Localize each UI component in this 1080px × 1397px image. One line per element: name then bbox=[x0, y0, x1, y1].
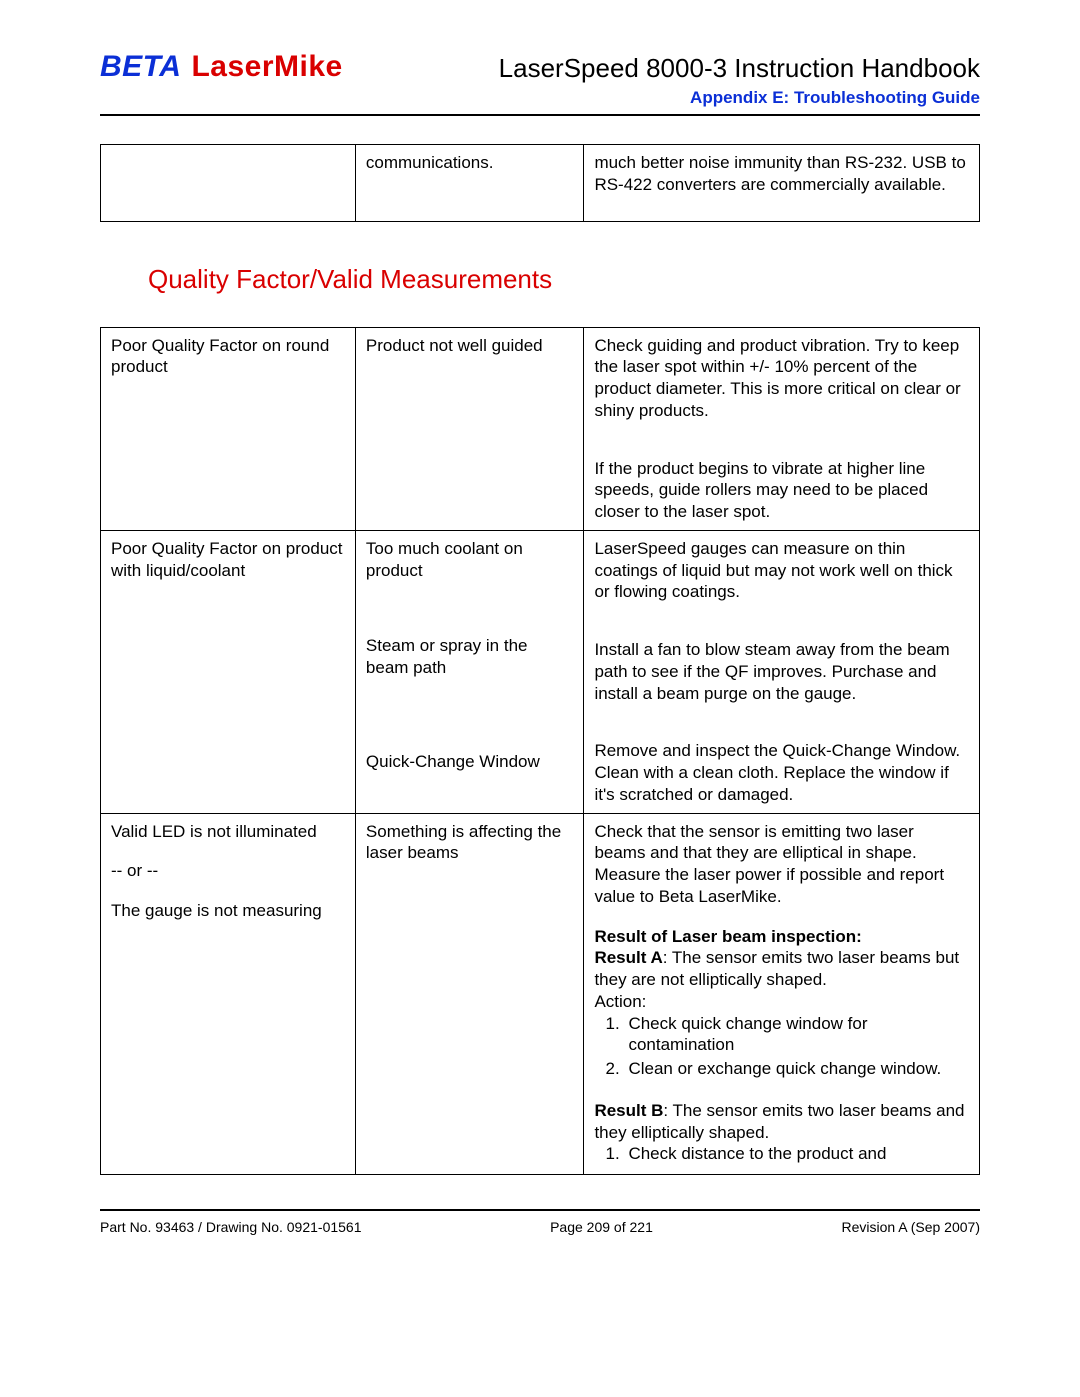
cell-text: Valid LED is not illuminated bbox=[111, 822, 317, 841]
page: BETA LaserMike LaserSpeed 8000-3 Instruc… bbox=[0, 0, 1080, 1397]
table-row: communications. much better noise immuni… bbox=[101, 145, 980, 222]
cell-text: Remove and inspect the Quick-Change Wind… bbox=[594, 741, 960, 804]
result-header: Result of Laser beam inspection: bbox=[594, 926, 969, 948]
cell-symptom: Poor Quality Factor on product with liqu… bbox=[101, 530, 356, 813]
top-partial-table: communications. much better noise immuni… bbox=[100, 144, 980, 222]
cell-text: The gauge is not measuring bbox=[111, 901, 322, 920]
cell-cause: Too much coolant on product Steam or spr… bbox=[355, 530, 584, 813]
result-a-list: Check quick change window for contaminat… bbox=[594, 1013, 969, 1080]
list-item: Check quick change window for contaminat… bbox=[624, 1013, 969, 1057]
cell-symptom bbox=[101, 145, 356, 222]
result-b: Result B: The sensor emits two laser bea… bbox=[594, 1100, 969, 1144]
cell-text: Quick-Change Window bbox=[366, 752, 540, 771]
cell-text: -- or -- bbox=[111, 861, 158, 880]
footer-page-no: Page 209 of 221 bbox=[550, 1219, 653, 1235]
cell-cause: Something is affecting the laser beams bbox=[355, 813, 584, 1175]
cell-text: Steam or spray in the beam path bbox=[366, 636, 528, 677]
header-rule bbox=[100, 114, 980, 116]
cell-action: LaserSpeed gauges can measure on thin co… bbox=[584, 530, 980, 813]
quality-factor-table: Poor Quality Factor on round product Pro… bbox=[100, 327, 980, 1176]
logo-beta-text: BETA bbox=[100, 50, 181, 84]
appendix-subtitle: Appendix E: Troubleshooting Guide bbox=[100, 88, 980, 108]
cell-action: much better noise immunity than RS-232. … bbox=[584, 145, 980, 222]
result-b-label: Result B bbox=[594, 1101, 663, 1120]
cell-cause: Product not well guided bbox=[355, 327, 584, 530]
footer-rule bbox=[100, 1209, 980, 1211]
footer-part-no: Part No. 93463 / Drawing No. 0921-01561 bbox=[100, 1219, 362, 1235]
section-heading: Quality Factor/Valid Measurements bbox=[148, 264, 980, 295]
cell-text: LaserSpeed gauges can measure on thin co… bbox=[594, 539, 952, 602]
action-label: Action: bbox=[594, 991, 969, 1013]
document-title: LaserSpeed 8000-3 Instruction Handbook bbox=[499, 53, 980, 84]
result-a-label: Result A bbox=[594, 948, 662, 967]
cell-text: Install a fan to blow steam away from th… bbox=[594, 640, 949, 703]
logo-lasermike-text: LaserMike bbox=[191, 50, 342, 84]
table-row: Poor Quality Factor on product with liqu… bbox=[101, 530, 980, 813]
list-item: Clean or exchange quick change window. bbox=[624, 1058, 969, 1080]
brand-logo: BETA LaserMike bbox=[100, 50, 343, 84]
cell-action: Check guiding and product vibration. Try… bbox=[584, 327, 980, 530]
footer-revision: Revision A (Sep 2007) bbox=[841, 1219, 980, 1235]
cell-text: Too much coolant on product bbox=[366, 539, 523, 580]
cell-text: If the product begins to vibrate at high… bbox=[594, 459, 928, 522]
page-header: BETA LaserMike LaserSpeed 8000-3 Instruc… bbox=[100, 50, 980, 84]
cell-symptom: Poor Quality Factor on round product bbox=[101, 327, 356, 530]
page-footer: Part No. 93463 / Drawing No. 0921-01561 … bbox=[100, 1219, 980, 1235]
result-b-list: Check distance to the product and bbox=[594, 1143, 969, 1165]
cell-text: Check guiding and product vibration. Try… bbox=[594, 336, 960, 420]
cell-text: Check that the sensor is emitting two la… bbox=[594, 822, 944, 906]
result-a: Result A: The sensor emits two laser bea… bbox=[594, 947, 969, 991]
cell-symptom: Valid LED is not illuminated -- or -- Th… bbox=[101, 813, 356, 1175]
cell-action: Check that the sensor is emitting two la… bbox=[584, 813, 980, 1175]
cell-text: much better noise immunity than RS-232. … bbox=[594, 153, 965, 194]
list-item: Check distance to the product and bbox=[624, 1143, 969, 1165]
table-row: Valid LED is not illuminated -- or -- Th… bbox=[101, 813, 980, 1175]
cell-cause: communications. bbox=[355, 145, 584, 222]
table-row: Poor Quality Factor on round product Pro… bbox=[101, 327, 980, 530]
